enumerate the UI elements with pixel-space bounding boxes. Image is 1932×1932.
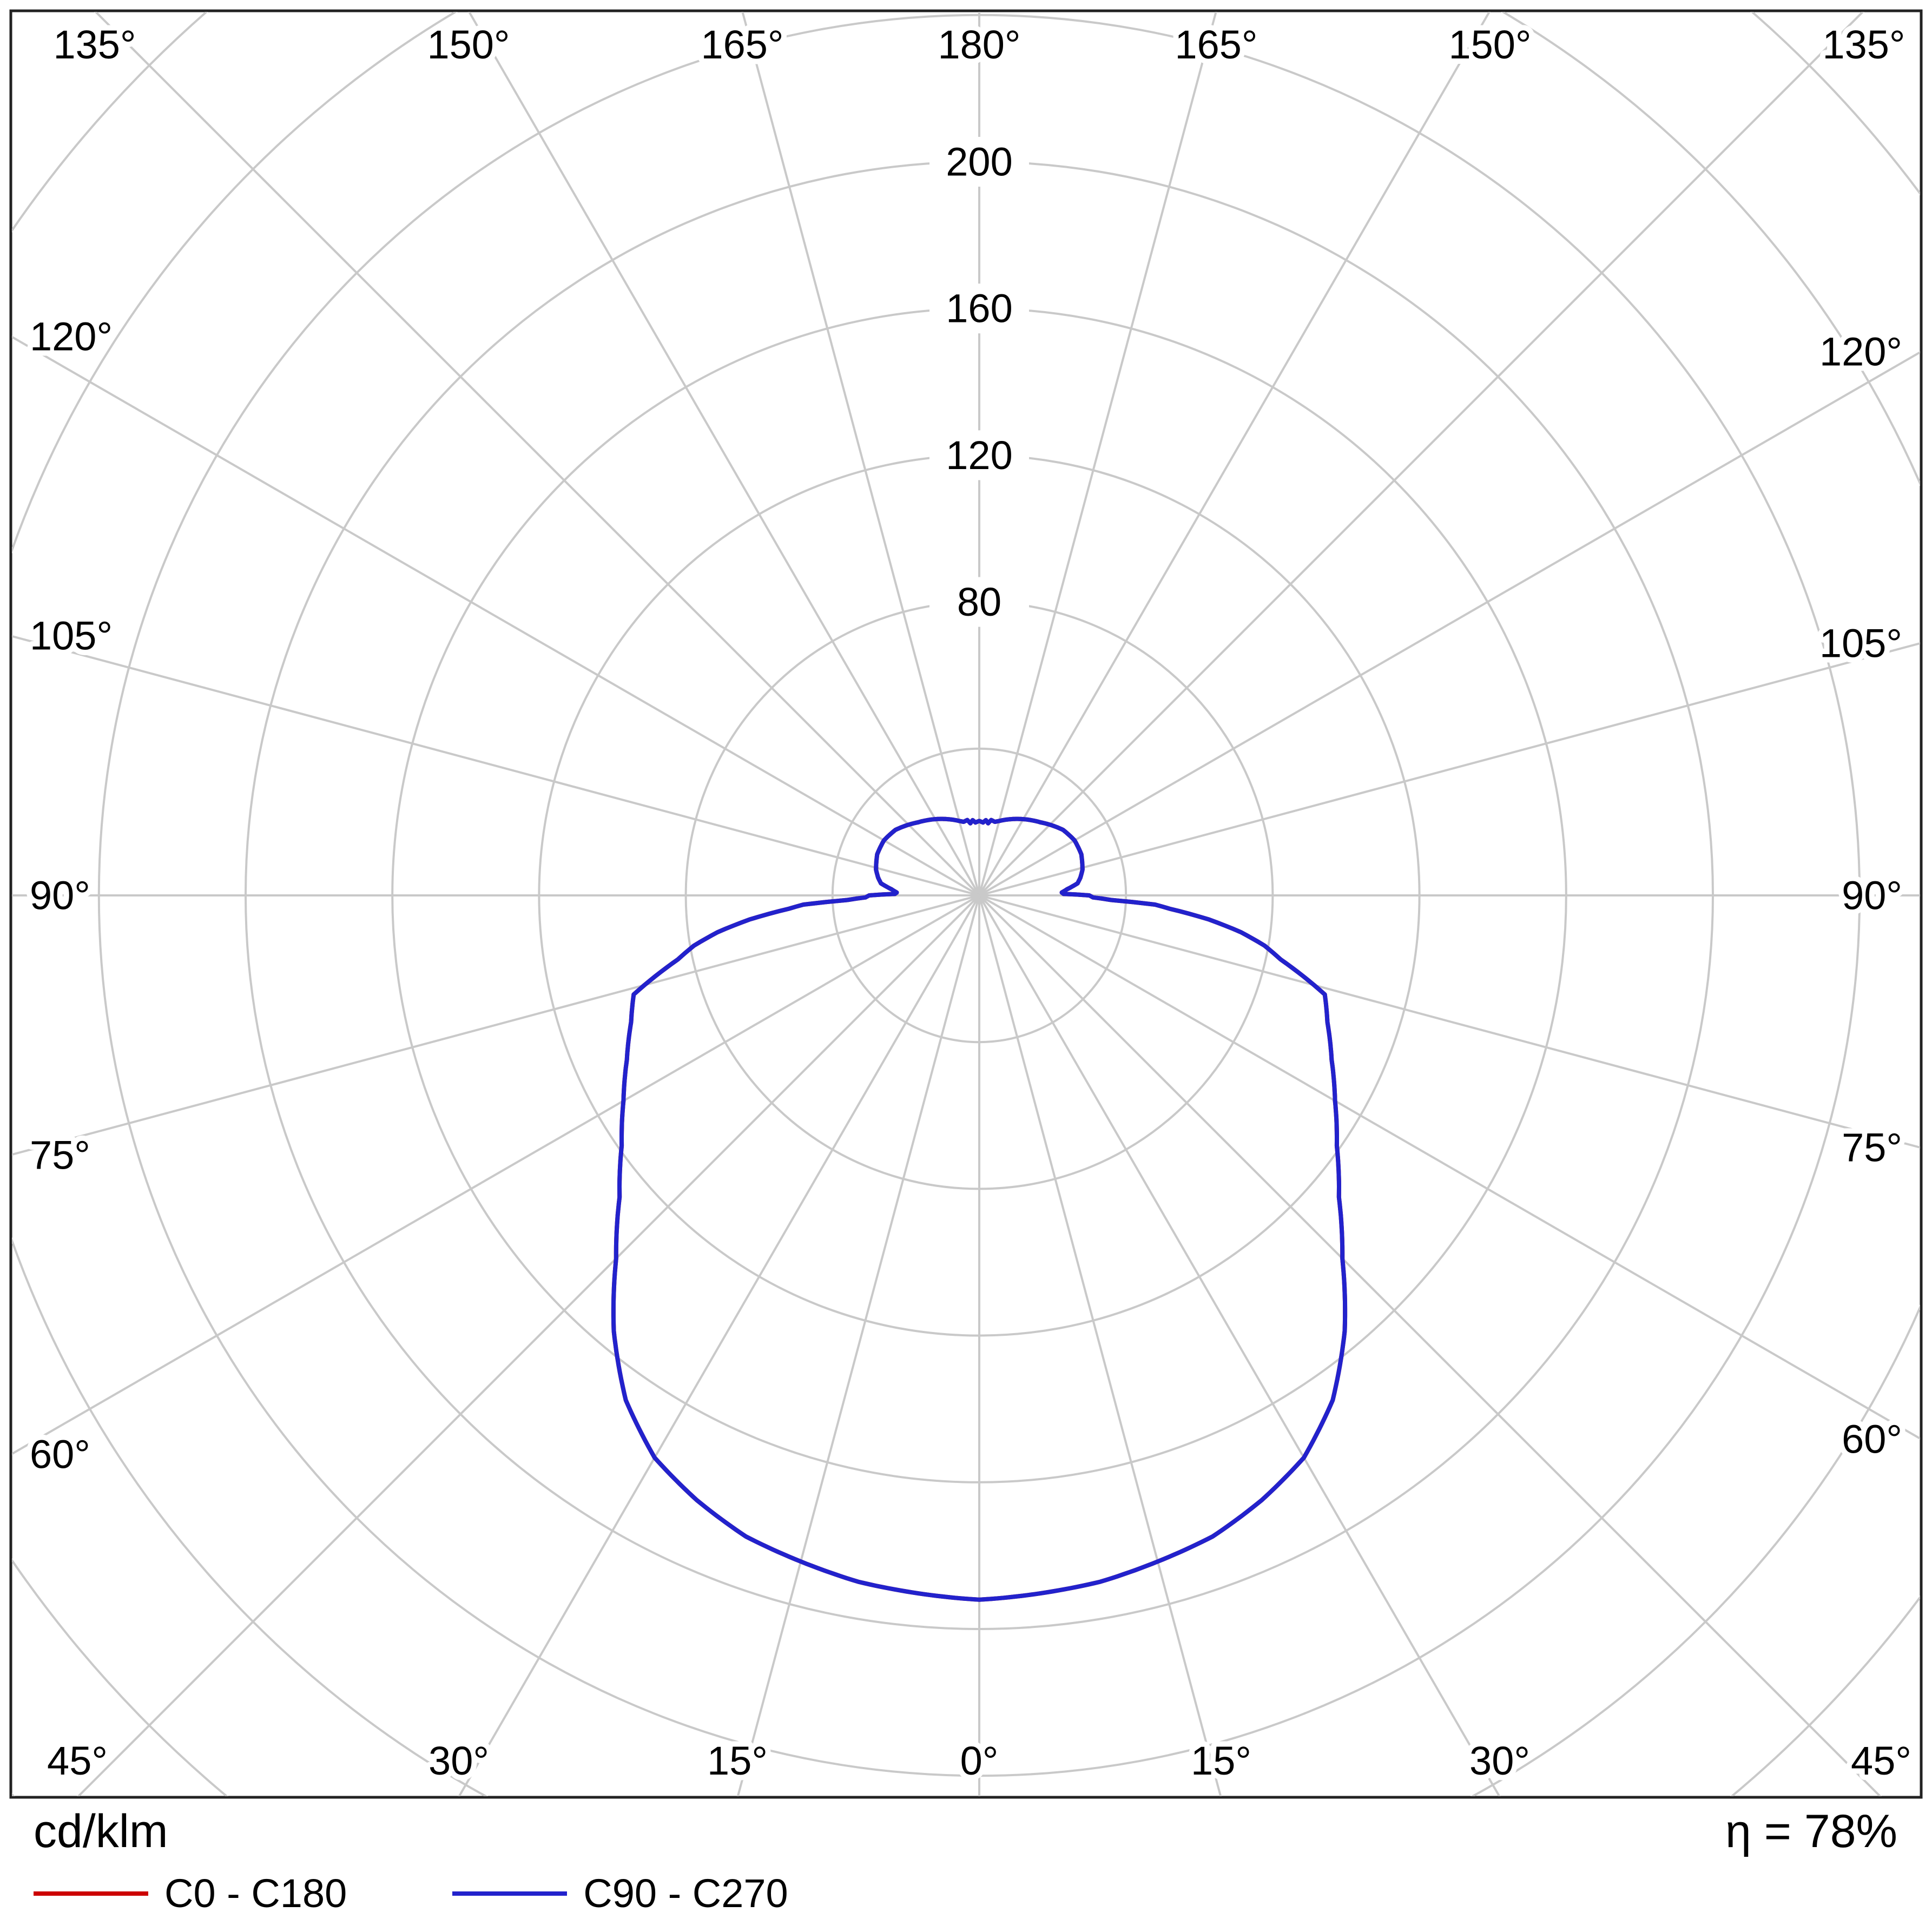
angle-label: 150°: [427, 22, 510, 67]
grid-spoke: [12, 894, 980, 1455]
radial-tick-label: 80: [957, 579, 1001, 624]
series-curves: [611, 816, 1348, 1602]
angle-label: 135°: [53, 22, 136, 67]
angle-label: 90°: [1842, 873, 1902, 918]
legend-item-c0-c180: C0 - C180: [34, 1870, 347, 1916]
legend-line-swatch: [452, 1891, 568, 1896]
radial-label-mask: [929, 137, 1029, 187]
efficiency-label: η = 78%: [1725, 1805, 1897, 1857]
legend-line-swatch: [34, 1891, 148, 1896]
radial-tick-labels: 80 120 160 200: [929, 137, 1029, 627]
legend-item-c90-c270: C90 - C270: [452, 1870, 788, 1916]
legend-label: C90 - C270: [583, 1870, 788, 1916]
legend: C0 - C180 C90 - C270: [34, 1870, 1932, 1916]
angle-label: 15°: [707, 1738, 768, 1783]
unit-label: cd/klm: [34, 1805, 168, 1857]
grid-spoke: [979, 894, 1920, 1440]
angle-label: 60°: [1842, 1417, 1902, 1462]
angle-label: 105°: [30, 614, 113, 658]
radial-label-mask: [929, 430, 1029, 480]
grid-spoke: [979, 894, 1920, 1149]
angle-label: 180°: [938, 22, 1020, 67]
grid-spoke: [978, 12, 1491, 896]
angle-label: 165°: [1175, 22, 1257, 67]
radial-tick-label: 200: [946, 140, 1012, 184]
angle-label: 45°: [47, 1738, 108, 1783]
angle-labels: 135° 150° 165° 180° 165° 150° 135° 45° 30° 15° 0° 1…: [24, 17, 1917, 1789]
angle-label: 45°: [1851, 1738, 1911, 1783]
grid-spoke: [12, 635, 980, 896]
angle-label: 90°: [30, 873, 90, 918]
angle-label: 75°: [30, 1133, 90, 1178]
grid-spoke: [77, 894, 980, 1796]
grid-spoke: [978, 894, 1882, 1796]
grid-spoke: [979, 351, 1920, 896]
angle-label: 135°: [1822, 22, 1905, 67]
radial-label-mask: [929, 577, 1029, 627]
grid-spoke: [94, 12, 980, 896]
angle-label: 75°: [1842, 1125, 1902, 1170]
angle-label: 120°: [30, 314, 113, 359]
polar-photometric-chart: 80 120 160 200 135° 150° 165° 180° 165° 150° 135° 4…: [9, 9, 1923, 1799]
grid-spoke: [12, 335, 980, 896]
angle-label: 150°: [1448, 22, 1531, 67]
angle-label: 165°: [701, 22, 783, 67]
footer-top-row: cd/klm η = 78%: [0, 1806, 1932, 1857]
grid-spoke: [978, 12, 1864, 896]
series-curve-c90-c270: [611, 816, 1348, 1602]
angle-label: 30°: [428, 1738, 489, 1783]
grid-spoke: [978, 895, 1501, 1796]
angle-label: 60°: [30, 1432, 90, 1477]
legend-label: C0 - C180: [164, 1870, 347, 1916]
grid-spoke: [741, 12, 980, 896]
angle-label: 120°: [1819, 329, 1902, 374]
grid-spoke: [979, 642, 1920, 896]
grid-spoke: [12, 894, 980, 1156]
angle-label: 15°: [1191, 1738, 1251, 1783]
radial-tick-label: 120: [946, 433, 1012, 478]
angle-label: 0°: [960, 1738, 999, 1783]
grid-spoke: [467, 12, 980, 896]
grid-spoke: [978, 12, 1217, 896]
angle-label: 30°: [1469, 1738, 1530, 1783]
chart-footer: cd/klm η = 78% C0 - C180 C90 - C270: [0, 1806, 1932, 1914]
radial-tick-label: 160: [946, 286, 1012, 331]
grid-spoke: [458, 895, 980, 1796]
radial-label-mask: [929, 283, 1029, 334]
angle-label: 105°: [1819, 621, 1902, 666]
